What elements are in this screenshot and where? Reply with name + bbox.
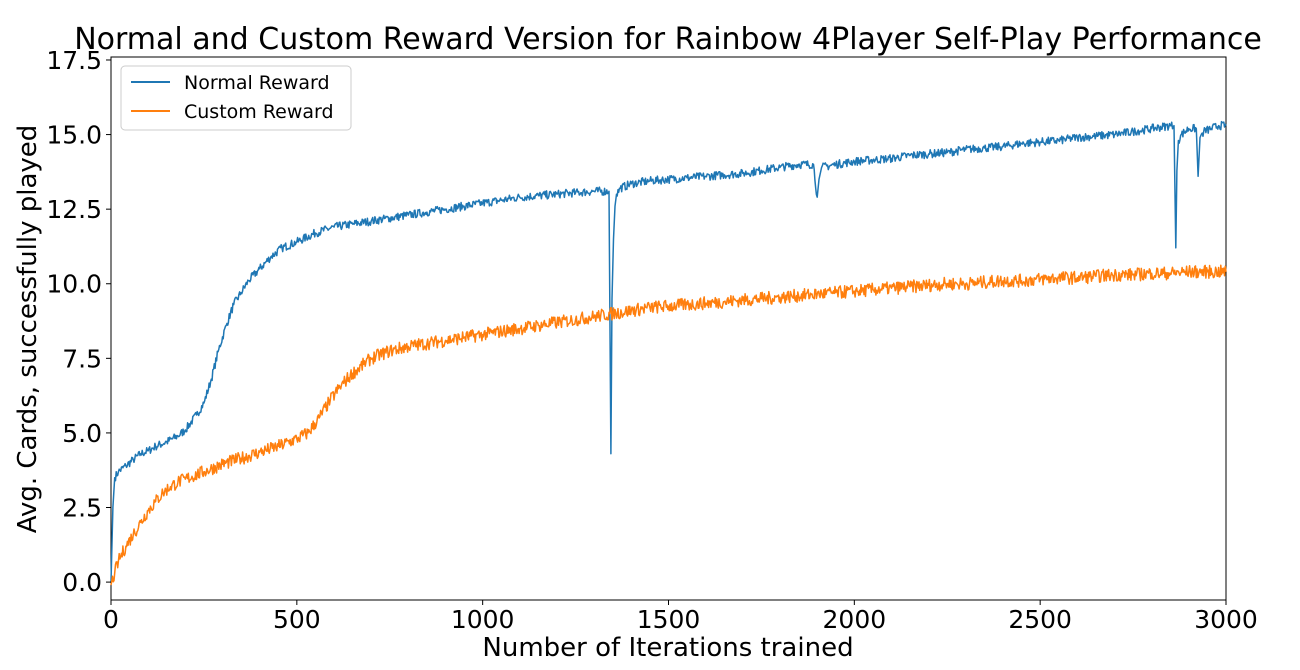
x-axis-label: Number of Iterations trained	[482, 633, 853, 663]
y-tick-label: 7.5	[62, 344, 102, 373]
x-tick-label: 0	[103, 605, 119, 634]
chart-title: Normal and Custom Reward Version for Rai…	[74, 22, 1262, 57]
y-tick-label: 0.0	[62, 568, 102, 597]
y-tick-label: 2.5	[62, 494, 102, 523]
y-tick-label: 15.0	[46, 121, 102, 150]
x-axis: 0 500 1000 1500 2000 2500 3000	[103, 600, 1258, 634]
x-tick-label: 1000	[451, 605, 515, 634]
x-tick-label: 1500	[637, 605, 701, 634]
x-tick-label: 500	[273, 605, 321, 634]
y-tick-label: 12.5	[46, 195, 102, 224]
plot-area	[110, 56, 1227, 601]
legend-label-custom: Custom Reward	[184, 101, 334, 123]
x-tick-label: 2500	[1008, 605, 1072, 634]
y-tick-label: 10.0	[46, 270, 102, 299]
series-line-custom-reward	[110, 264, 1227, 586]
plot-frame	[110, 56, 1227, 601]
series-layer	[110, 120, 1227, 586]
x-tick-label: 3000	[1194, 605, 1258, 634]
y-tick-label: 5.0	[62, 419, 102, 448]
legend: Normal Reward Custom Reward	[120, 65, 352, 131]
y-axis: 0.0 2.5 5.0 7.5 10.0 12.5 15.0 17.5	[46, 46, 111, 597]
y-axis-label: Avg. Cards, successfully played	[13, 125, 43, 534]
y-tick-label: 17.5	[46, 46, 102, 75]
legend-label-normal: Normal Reward	[184, 72, 330, 94]
series-line-normal-reward	[110, 120, 1227, 583]
x-tick-label: 2000	[823, 605, 887, 634]
legend-box	[120, 65, 352, 131]
